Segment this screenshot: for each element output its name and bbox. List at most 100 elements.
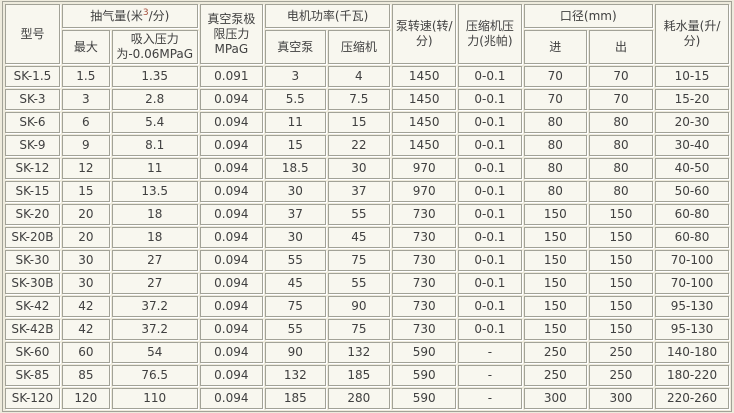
- pumping-capacity-label-unit: /分): [148, 8, 170, 23]
- table-row: SK-85 85 76.5 0.094 132 185 590-250 250 180-220: [5, 365, 729, 386]
- value-cell: 37: [265, 204, 326, 225]
- value-cell: 13.5: [111, 181, 198, 202]
- value-cell: 70: [523, 89, 587, 110]
- value-cell: 80: [523, 135, 587, 156]
- value-cell: 150: [588, 204, 654, 225]
- value-cell: 40-50: [655, 158, 729, 179]
- value-cell: 3: [61, 89, 110, 110]
- value-cell: 150: [588, 250, 654, 271]
- value-cell: 12: [61, 158, 110, 179]
- value-cell: 80: [588, 181, 654, 202]
- model-cell: SK-15: [5, 181, 60, 202]
- value-cell: 85: [61, 365, 110, 386]
- model-cell: SK-20B: [5, 227, 60, 248]
- value-cell: 2.8: [111, 89, 198, 110]
- col-header-water-consumption: 耗水量(升/分): [655, 4, 729, 64]
- value-cell: 250: [588, 365, 654, 386]
- value-cell: 55: [327, 273, 391, 294]
- value-cell: 20: [61, 204, 110, 225]
- value-cell: 75: [327, 319, 391, 340]
- value-cell: 730: [392, 296, 457, 317]
- value-cell: -: [458, 342, 522, 363]
- value-cell: 0.094: [199, 89, 263, 110]
- table-row: SK-12 12 11 0.094 18.5 30 970 0-0.1 80 80 40-50: [5, 158, 729, 179]
- value-cell: 5.4: [111, 112, 198, 133]
- value-cell: 15: [61, 181, 110, 202]
- value-cell: 15: [265, 135, 326, 156]
- table-row: SK-42 42 37.2 0.094 75 90 730 0-0.1 150 150 95-130: [5, 296, 729, 317]
- model-cell: SK-20: [5, 204, 60, 225]
- value-cell: 8.1: [111, 135, 198, 156]
- value-cell: 120: [61, 388, 110, 409]
- model-cell: SK-30B: [5, 273, 60, 294]
- value-cell: 0.094: [199, 135, 263, 156]
- value-cell: 80: [523, 181, 587, 202]
- header-row-2: 最大 吸入压力为-0.06MPaG 真空泵 压缩机 进 出: [5, 30, 729, 64]
- value-cell: 95-130: [655, 319, 729, 340]
- value-cell: 0.094: [199, 319, 263, 340]
- value-cell: 70-100: [655, 273, 729, 294]
- value-cell: 0.094: [199, 273, 263, 294]
- value-cell: 55: [327, 204, 391, 225]
- value-cell: 37.2: [111, 319, 198, 340]
- value-cell: 55: [265, 250, 326, 271]
- table-row: SK-1.5 1.5 1.35 0.091 3 4 1450 0-0.1 70 70 10-15: [5, 66, 729, 87]
- table-row: SK-6 6 5.4 0.094 11 15 1450 0-0.1 80 80 20-30: [5, 112, 729, 133]
- value-cell: 150: [523, 319, 587, 340]
- value-cell: 0-0.1: [458, 66, 522, 87]
- value-cell: 50-60: [655, 181, 729, 202]
- value-cell: 11: [111, 158, 198, 179]
- model-cell: SK-60: [5, 342, 60, 363]
- value-cell: 30: [265, 181, 326, 202]
- value-cell: 590: [392, 365, 457, 386]
- value-cell: 10-15: [655, 66, 729, 87]
- value-cell: 185: [327, 365, 391, 386]
- value-cell: 150: [523, 296, 587, 317]
- value-cell: 150: [523, 204, 587, 225]
- value-cell: 70-100: [655, 250, 729, 271]
- value-cell: 0-0.1: [458, 158, 522, 179]
- value-cell: -: [458, 388, 522, 409]
- col-header-compressor-pressure: 压缩机压力(兆帕): [458, 4, 522, 64]
- col-header-max: 最大: [61, 30, 110, 64]
- value-cell: 30-40: [655, 135, 729, 156]
- value-cell: 70: [523, 66, 587, 87]
- value-cell: 42: [61, 296, 110, 317]
- col-header-suction-pressure: 吸入压力为-0.06MPaG: [111, 30, 198, 64]
- value-cell: 80: [588, 135, 654, 156]
- value-cell: 60-80: [655, 204, 729, 225]
- value-cell: 0.094: [199, 112, 263, 133]
- value-cell: 250: [523, 365, 587, 386]
- col-header-pump-speed: 泵转速(转/分): [392, 4, 457, 64]
- model-cell: SK-85: [5, 365, 60, 386]
- value-cell: 22: [327, 135, 391, 156]
- table-row: SK-120 120 110 0.094 185 280 590-300 300 220-260: [5, 388, 729, 409]
- value-cell: 0.091: [199, 66, 263, 87]
- value-cell: 0-0.1: [458, 181, 522, 202]
- value-cell: 220-260: [655, 388, 729, 409]
- col-header-motor-power: 电机功率(千瓦): [265, 4, 391, 28]
- value-cell: 80: [588, 158, 654, 179]
- table-row: SK-15 15 13.5 0.094 30 37 970 0-0.1 80 80 50-60: [5, 181, 729, 202]
- value-cell: 70: [588, 89, 654, 110]
- value-cell: 60: [61, 342, 110, 363]
- value-cell: 132: [327, 342, 391, 363]
- model-cell: SK-42B: [5, 319, 60, 340]
- value-cell: 80: [588, 112, 654, 133]
- value-cell: 150: [523, 227, 587, 248]
- value-cell: 54: [111, 342, 198, 363]
- value-cell: 90: [327, 296, 391, 317]
- value-cell: 0.094: [199, 296, 263, 317]
- value-cell: 3: [265, 66, 326, 87]
- value-cell: 970: [392, 181, 457, 202]
- spec-table-body: SK-1.5 1.5 1.35 0.091 3 4 1450 0-0.1 70 70 10-15 SK…: [5, 66, 729, 409]
- value-cell: 11: [265, 112, 326, 133]
- table-row: SK-30B 30 27 0.094 45 55 730 0-0.1 150 150 70-100: [5, 273, 729, 294]
- value-cell: 0-0.1: [458, 204, 522, 225]
- value-cell: 18: [111, 227, 198, 248]
- value-cell: 730: [392, 273, 457, 294]
- value-cell: 280: [327, 388, 391, 409]
- value-cell: 150: [588, 319, 654, 340]
- table-row: SK-20B 20 18 0.094 30 45 730 0-0.1 150 150 60-80: [5, 227, 729, 248]
- value-cell: 0-0.1: [458, 250, 522, 271]
